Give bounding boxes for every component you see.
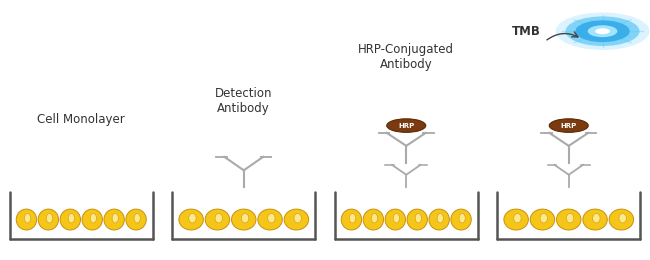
Ellipse shape <box>112 213 118 223</box>
Ellipse shape <box>284 209 309 230</box>
Text: Cell Monolayer: Cell Monolayer <box>38 113 125 126</box>
Ellipse shape <box>575 20 630 42</box>
Ellipse shape <box>68 213 75 223</box>
Ellipse shape <box>514 213 521 223</box>
Ellipse shape <box>179 209 203 230</box>
Ellipse shape <box>215 213 222 223</box>
Ellipse shape <box>134 213 140 223</box>
Ellipse shape <box>126 209 146 230</box>
Ellipse shape <box>549 119 588 132</box>
Ellipse shape <box>258 209 282 230</box>
Text: HRP: HRP <box>560 122 577 129</box>
Ellipse shape <box>619 213 627 223</box>
Ellipse shape <box>16 209 36 230</box>
Ellipse shape <box>566 16 640 46</box>
Ellipse shape <box>583 209 607 230</box>
Ellipse shape <box>595 28 610 34</box>
Ellipse shape <box>451 209 471 230</box>
Ellipse shape <box>593 213 600 223</box>
Ellipse shape <box>504 209 528 230</box>
Ellipse shape <box>437 213 443 223</box>
Ellipse shape <box>530 209 554 230</box>
Ellipse shape <box>407 209 428 230</box>
Ellipse shape <box>363 209 383 230</box>
Ellipse shape <box>387 119 426 132</box>
Ellipse shape <box>82 209 103 230</box>
Ellipse shape <box>188 213 196 223</box>
Ellipse shape <box>556 12 649 50</box>
Ellipse shape <box>588 25 618 37</box>
Ellipse shape <box>385 209 406 230</box>
Ellipse shape <box>205 209 229 230</box>
Ellipse shape <box>350 213 356 223</box>
Text: TMB: TMB <box>512 25 541 38</box>
Ellipse shape <box>231 209 256 230</box>
Text: HRP: HRP <box>398 122 415 129</box>
Ellipse shape <box>60 209 81 230</box>
Ellipse shape <box>429 209 449 230</box>
Ellipse shape <box>566 213 574 223</box>
Ellipse shape <box>540 213 547 223</box>
Ellipse shape <box>459 213 465 223</box>
Ellipse shape <box>25 213 31 223</box>
Ellipse shape <box>46 213 53 223</box>
Ellipse shape <box>609 209 634 230</box>
Ellipse shape <box>393 213 400 223</box>
Ellipse shape <box>268 213 275 223</box>
Ellipse shape <box>415 213 421 223</box>
Ellipse shape <box>556 209 581 230</box>
Ellipse shape <box>341 209 361 230</box>
Ellipse shape <box>104 209 124 230</box>
Text: HRP-Conjugated
Antibody: HRP-Conjugated Antibody <box>358 43 454 71</box>
Ellipse shape <box>241 213 249 223</box>
Ellipse shape <box>294 213 302 223</box>
Ellipse shape <box>90 213 96 223</box>
Ellipse shape <box>38 209 58 230</box>
Ellipse shape <box>371 213 378 223</box>
Text: Detection
Antibody: Detection Antibody <box>215 87 272 115</box>
